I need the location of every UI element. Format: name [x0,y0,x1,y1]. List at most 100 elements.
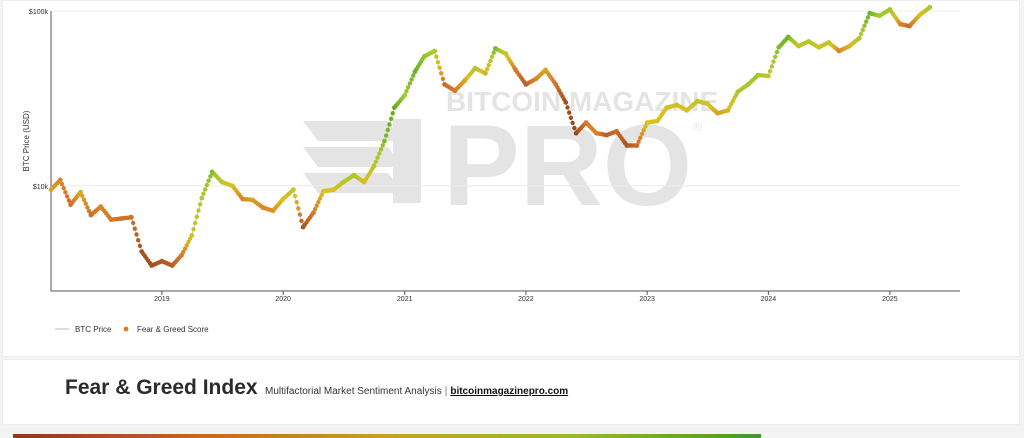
fear-greed-point [182,246,188,251]
fear-greed-point [294,200,299,205]
y-axis-label: BTC Price (USD) [22,110,31,171]
fear-greed-point [312,207,318,212]
fear-greed-point [488,58,493,64]
fear-greed-chart: BITCOIN MAGAZINE PRO ® $10k $100k 2019 202… [22,4,960,334]
fear-greed-point [860,27,865,32]
fear-greed-point [483,70,488,76]
legend-price-label[interactable]: BTC Price [75,325,112,334]
fear-greed-point [86,209,92,214]
fear-greed-point [132,226,137,231]
fear-greed-point [204,182,210,188]
fear-greed-point [194,214,199,219]
fear-greed-point [434,54,439,59]
fear-greed-point [57,177,63,183]
fear-greed-point [208,174,213,179]
fear-greed-point [407,81,413,86]
fear-greed-point [181,249,186,255]
fear-greed-point [380,143,385,148]
fear-greed-point [80,193,85,199]
fear-greed-point [865,15,871,20]
x-tick-label: 2022 [518,296,534,303]
fear-greed-point [299,218,304,224]
x-tick-labels: 2019 2020 2021 2022 2023 2024 2025 [154,296,898,303]
fear-greed-point [81,197,87,202]
fear-greed-point [432,48,437,54]
fear-greed-point [203,187,208,192]
fear-greed-point [862,23,867,28]
y-tick-label: $100k [29,9,49,16]
site-link[interactable]: bitcoinmagazinepro.com [450,386,569,397]
legend[interactable]: BTC Price Fear & Greed Score [55,325,209,334]
fear-greed-point [317,196,323,201]
fear-greed-point [377,151,382,156]
fear-greed-point [437,65,442,70]
fear-greed-points [48,4,933,268]
fear-greed-point [572,125,577,131]
fear-greed-point [489,54,495,59]
fear-greed-point [59,181,65,187]
y-tick-labels: $10k $100k [29,9,49,191]
fear-greed-point [927,4,933,10]
sentiment-gradient-bar [13,434,761,438]
index-subtitle: Multifactorial Market Sentiment Analysis… [265,386,568,397]
fear-greed-point [402,92,408,98]
fear-greed-point [130,220,136,226]
fear-greed-point [864,19,869,24]
fear-greed-point [137,243,143,249]
footer-card: Fear & Greed Index Multifactorial Market… [2,359,1020,425]
fear-greed-point [439,71,444,76]
fear-greed-point [643,124,648,129]
fear-greed-point [378,147,384,152]
fear-greed-point [316,199,321,205]
fear-greed-point [192,220,198,226]
fear-greed-point [491,50,496,55]
fear-greed-point [375,155,380,160]
x-tick-label: 2025 [882,296,898,303]
fear-greed-point [292,193,298,199]
fear-greed-point [773,54,778,59]
fear-greed-point [567,110,572,115]
fear-greed-point [197,202,203,207]
fear-greed-point [385,127,390,133]
fear-greed-point [184,243,189,248]
watermark-registered-mark: ® [693,120,702,134]
fear-greed-point [771,59,776,64]
x-tick-label: 2019 [154,296,170,303]
fear-greed-point [319,192,324,198]
fear-greed-point [405,85,411,90]
fear-greed-point [291,187,296,193]
chart-card: BITCOIN MAGAZINE PRO ® $10k $100k 2019 202… [2,0,1020,357]
fear-greed-point [766,73,771,79]
legend-score-swatch [123,326,129,332]
legend-score-label[interactable]: Fear & Greed Score [137,325,209,334]
fear-greed-point [373,159,379,164]
fear-greed-point [206,178,211,183]
fear-greed-point [199,195,205,201]
subtitle-separator: | [444,386,448,397]
watermark: BITCOIN MAGAZINE PRO ® [303,86,718,230]
fear-greed-point [858,31,864,37]
x-tick-label: 2024 [761,296,777,303]
subtitle-text: Multifactorial Market Sentiment Analysis [265,386,442,397]
x-tick-label: 2023 [639,296,655,303]
fear-greed-point [411,73,416,78]
grid [51,10,960,187]
fear-greed-point [129,214,134,220]
fear-greed-point [641,128,646,133]
fear-greed-point [639,131,645,137]
fear-greed-point [774,49,780,55]
x-tick-label: 2021 [397,296,413,303]
fear-greed-point [85,205,90,210]
fear-greed-point [78,189,83,195]
fear-greed-point [186,239,191,245]
fear-greed-point [440,76,446,82]
fear-greed-point [563,100,569,105]
watermark-top-text: BITCOIN MAGAZINE [446,86,718,117]
fear-greed-point [486,62,491,68]
fear-greed-point [565,105,570,110]
fear-greed-point [296,206,301,211]
fear-greed-point [65,194,70,199]
fear-greed-point [769,64,774,69]
index-title: Fear & Greed Index [65,376,258,399]
fear-greed-point [857,35,862,41]
